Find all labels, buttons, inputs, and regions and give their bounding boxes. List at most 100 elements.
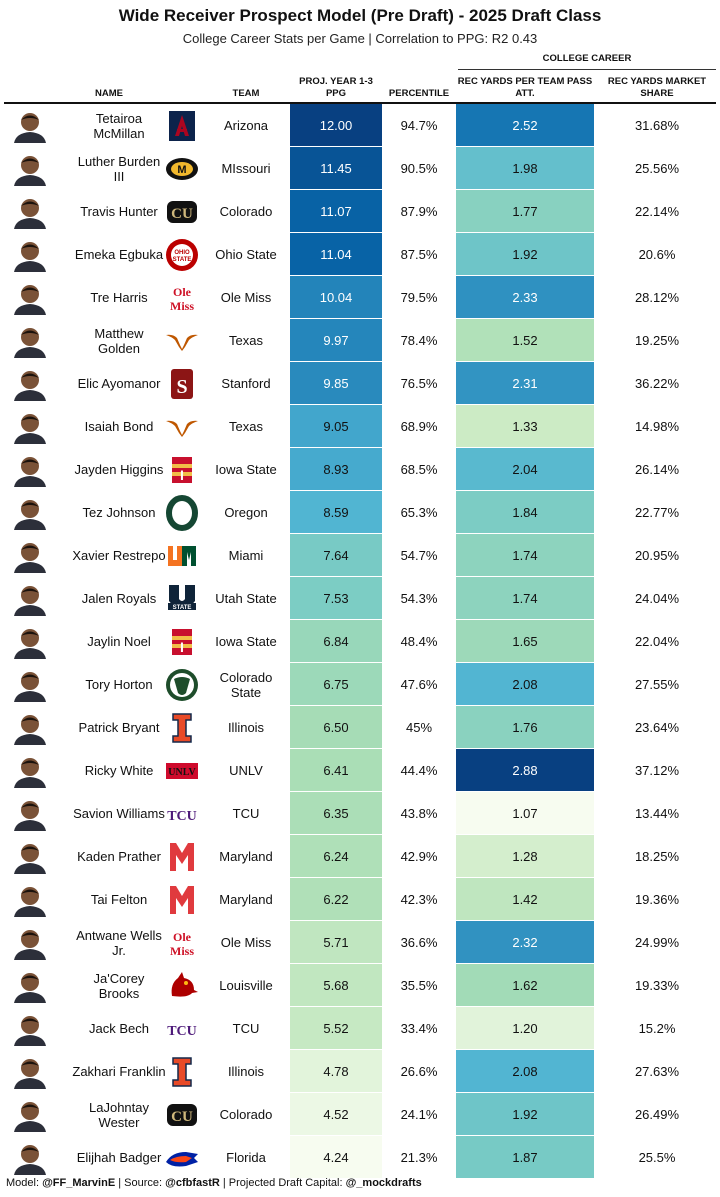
player-name: Isaiah Bond (84, 419, 154, 434)
maryland-logo-icon (170, 843, 194, 871)
team-name: TCU (232, 1021, 260, 1036)
ppg-cell: 11.04 (290, 233, 382, 275)
table-row: LaJohntay Wester CU Colorado 4.52 24.1% 1.92 2… (0, 1093, 720, 1136)
table-row: Tai Felton Maryland 6.22 42.3% 1.42 19.36% (0, 878, 720, 921)
table-row: Emeka Egbuka OHIO STATE Ohio State 11.04 87.5… (0, 233, 720, 276)
ypa-cell: 2.33 (456, 276, 594, 318)
utah-state-logo-icon: STATE (168, 585, 196, 611)
market-share-cell: 18.25% (634, 848, 680, 864)
table-row: Antwane Wells Jr. Ole Miss Ole Miss 5.71 36.6… (0, 921, 720, 964)
ypa-cell: 1.92 (456, 1093, 594, 1135)
team-name: Oregon (224, 505, 268, 520)
ppg-cell: 6.24 (290, 835, 382, 877)
svg-text:OHIO: OHIO (174, 250, 190, 256)
ppg-cell: 4.52 (290, 1093, 382, 1135)
chart-subtitle: College Career Stats per Game | Correlat… (182, 31, 538, 46)
player-name: Matthew Golden (94, 325, 144, 356)
team-name: Illinois (227, 720, 265, 735)
percentile-cell: 45% (384, 706, 454, 748)
ypa-cell: 1.98 (456, 147, 594, 189)
player-headshot-icon (14, 715, 46, 745)
svg-text:Ole: Ole (173, 285, 192, 299)
player-name: Tre Harris (90, 290, 148, 305)
team-name: Louisville (219, 978, 273, 993)
ypa-cell: 1.20 (456, 1007, 594, 1049)
ppg-cell: 8.93 (290, 448, 382, 490)
miami-logo-icon (168, 546, 196, 566)
player-name: LaJohntay Wester (89, 1099, 149, 1130)
player-name: Kaden Prather (77, 849, 161, 864)
market-share-cell: 14.98% (634, 418, 680, 434)
maryland-logo-icon (170, 886, 194, 914)
player-name: Antwane Wells Jr. (76, 927, 162, 958)
table-row: Savion Williams TCU TCU 6.35 43.8% 1.07 13.44% (0, 792, 720, 835)
player-headshot-icon (14, 973, 46, 1003)
svg-text:TCU: TCU (167, 1024, 197, 1039)
player-headshot-icon (14, 1059, 46, 1089)
player-headshot-icon (14, 629, 46, 659)
player-name: Jaylin Noel (87, 634, 151, 649)
player-headshot-icon (14, 371, 46, 401)
market-share-cell: 26.14% (634, 461, 680, 477)
player-name: Emeka Egbuka (74, 247, 164, 262)
chart-footer: Model: @FF_MarvinE | Source: @cfbfastR |… (6, 1177, 422, 1189)
player-name: Jalen Royals (81, 591, 157, 606)
player-headshot-icon (14, 457, 46, 487)
chart-title: Wide Receiver Prospect Model (Pre Draft)… (118, 6, 602, 25)
svg-text:TCU: TCU (167, 809, 197, 824)
player-name: Zakhari Franklin (72, 1064, 166, 1079)
table-row: Jayden Higgins I Iowa State 8.93 68.5% 2.04 26… (0, 448, 720, 491)
market-share-cell: 27.63% (634, 1063, 680, 1079)
column-header-market-share: REC YARDS MARKET SHARE (607, 76, 707, 99)
ypa-cell: 2.08 (456, 1050, 594, 1092)
player-name: Luther Burden III (77, 153, 161, 184)
market-share-cell: 24.99% (634, 934, 680, 950)
ypa-cell: 1.52 (456, 319, 594, 361)
player-headshot-icon (14, 844, 46, 874)
table-row: Tez Johnson Oregon 8.59 65.3% 1.84 22.77% (0, 491, 720, 534)
florida-logo-icon (166, 1152, 198, 1167)
market-share-cell: 31.68% (634, 117, 680, 133)
table-row: Elijhah Badger Florida 4.24 21.3% 1.87 25.5% (0, 1136, 720, 1179)
team-name: Utah State (215, 591, 277, 606)
market-share-cell: 28.12% (634, 289, 680, 305)
table-row: Tory Horton Colorado State 6.75 47.6% 2.08 27… (0, 663, 720, 706)
team-name: Stanford (221, 376, 271, 391)
percentile-cell: 44.4% (384, 749, 454, 791)
percentile-cell: 42.3% (384, 878, 454, 920)
table-row: Zakhari Franklin Illinois 4.78 26.6% 2.08 27.… (0, 1050, 720, 1093)
footer-model-handle: @FF_MarvinE (42, 1177, 116, 1189)
ppg-cell: 7.64 (290, 534, 382, 576)
table-row: Ja'Corey Brooks Louisville 5.68 35.5% 1.62 19… (0, 964, 720, 1007)
column-header-ppg: PROJ. YEAR 1-3 PPG (299, 76, 373, 99)
table-row: Luther Burden III M MIssouri 11.45 90.5% 1.98… (0, 147, 720, 190)
player-headshot-icon (14, 285, 46, 315)
market-share-cell: 22.04% (634, 633, 680, 649)
table-row: Isaiah Bond Texas 9.05 68.9% 1.33 14.98% (0, 405, 720, 448)
team-name: Iowa State (215, 462, 277, 477)
market-share-cell: 15.2% (638, 1020, 676, 1036)
ypa-cell: 1.76 (456, 706, 594, 748)
ppg-cell: 4.24 (290, 1136, 382, 1178)
ppg-cell: 6.84 (290, 620, 382, 662)
percentile-cell: 68.5% (384, 448, 454, 490)
percentile-cell: 35.5% (384, 964, 454, 1006)
player-name: Ricky White (84, 763, 154, 778)
percentile-cell: 68.9% (384, 405, 454, 447)
team-name: Texas (229, 419, 263, 434)
ppg-cell: 5.68 (290, 964, 382, 1006)
team-name: TCU (232, 806, 260, 821)
iowa-state-logo-icon: I (172, 457, 192, 483)
percentile-cell: 54.3% (384, 577, 454, 619)
market-share-cell: 13.44% (634, 805, 680, 821)
footer-source-label: | Source: (115, 1177, 166, 1189)
missouri-logo-icon: M (166, 158, 198, 180)
ppg-cell: 9.85 (290, 362, 382, 404)
footer-model-label: Model: (6, 1177, 43, 1189)
ppg-cell: 6.35 (290, 792, 382, 834)
percentile-cell: 76.5% (384, 362, 454, 404)
column-header-ypa: REC YARDS PER TEAM PASS ATT. (457, 76, 593, 99)
team-name: Ole Miss (220, 290, 272, 305)
player-name: Patrick Bryant (78, 720, 160, 735)
ppg-cell: 11.07 (290, 190, 382, 232)
